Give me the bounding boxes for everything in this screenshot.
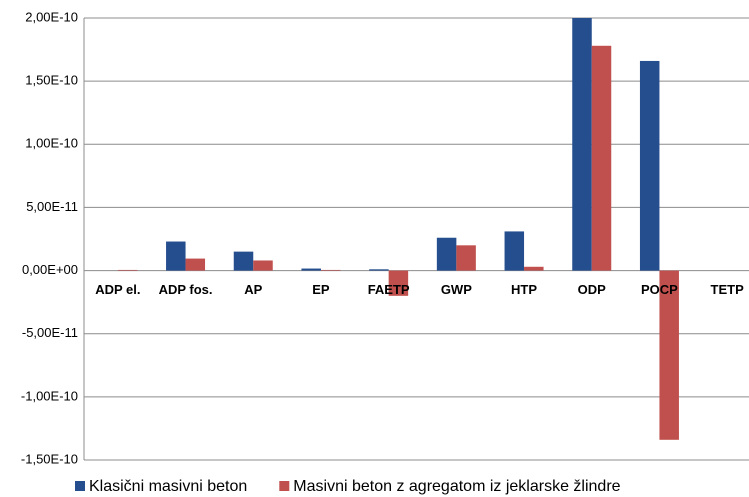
legend-label: Klasični masivni beton: [89, 478, 247, 495]
x-tick-label: ADP fos.: [159, 282, 213, 297]
y-tick-label: 5,00E-11: [26, 199, 78, 214]
bar: [253, 260, 273, 271]
x-tick-label: POCP: [641, 282, 678, 297]
y-tick-label: 0,00E+00: [22, 262, 78, 277]
y-tick-label: -1,00E-10: [21, 388, 78, 403]
x-tick-label: ADP el.: [95, 282, 140, 297]
bar: [504, 231, 525, 271]
y-tick-label: -5,00E-11: [22, 325, 78, 340]
legend-swatch: [279, 481, 290, 491]
x-tick-label: GWP: [441, 282, 472, 297]
y-tick-label: 1,50E-10: [25, 73, 78, 88]
bar: [572, 18, 592, 271]
bar: [639, 60, 660, 271]
x-tick-label: HTP: [511, 282, 537, 297]
bar: [233, 251, 254, 271]
x-tick-label: EP: [312, 282, 330, 297]
bar: [369, 269, 389, 271]
x-tick-label: FAETP: [368, 282, 410, 297]
bar: [456, 245, 476, 271]
bar: [591, 45, 612, 271]
x-tick-label: ODP: [578, 282, 607, 297]
bar: [301, 268, 321, 271]
bar: [117, 269, 138, 271]
bar: [185, 258, 206, 271]
legend-label: Masivni beton z agregatom iz jeklarske ž…: [293, 478, 620, 495]
x-tick-label: AP: [244, 282, 262, 297]
bar: [436, 237, 457, 271]
legend-swatch: [75, 481, 85, 491]
y-tick-label: -1,50E-10: [21, 451, 78, 466]
bar: [659, 270, 679, 440]
bar: [166, 241, 186, 271]
bar: [524, 266, 544, 271]
bar: [320, 269, 341, 271]
y-tick-label: 2,00E-10: [25, 9, 78, 24]
bar: [388, 270, 409, 296]
x-tick-label: TETP: [711, 282, 745, 297]
y-tick-label: 1,00E-10: [25, 136, 78, 151]
